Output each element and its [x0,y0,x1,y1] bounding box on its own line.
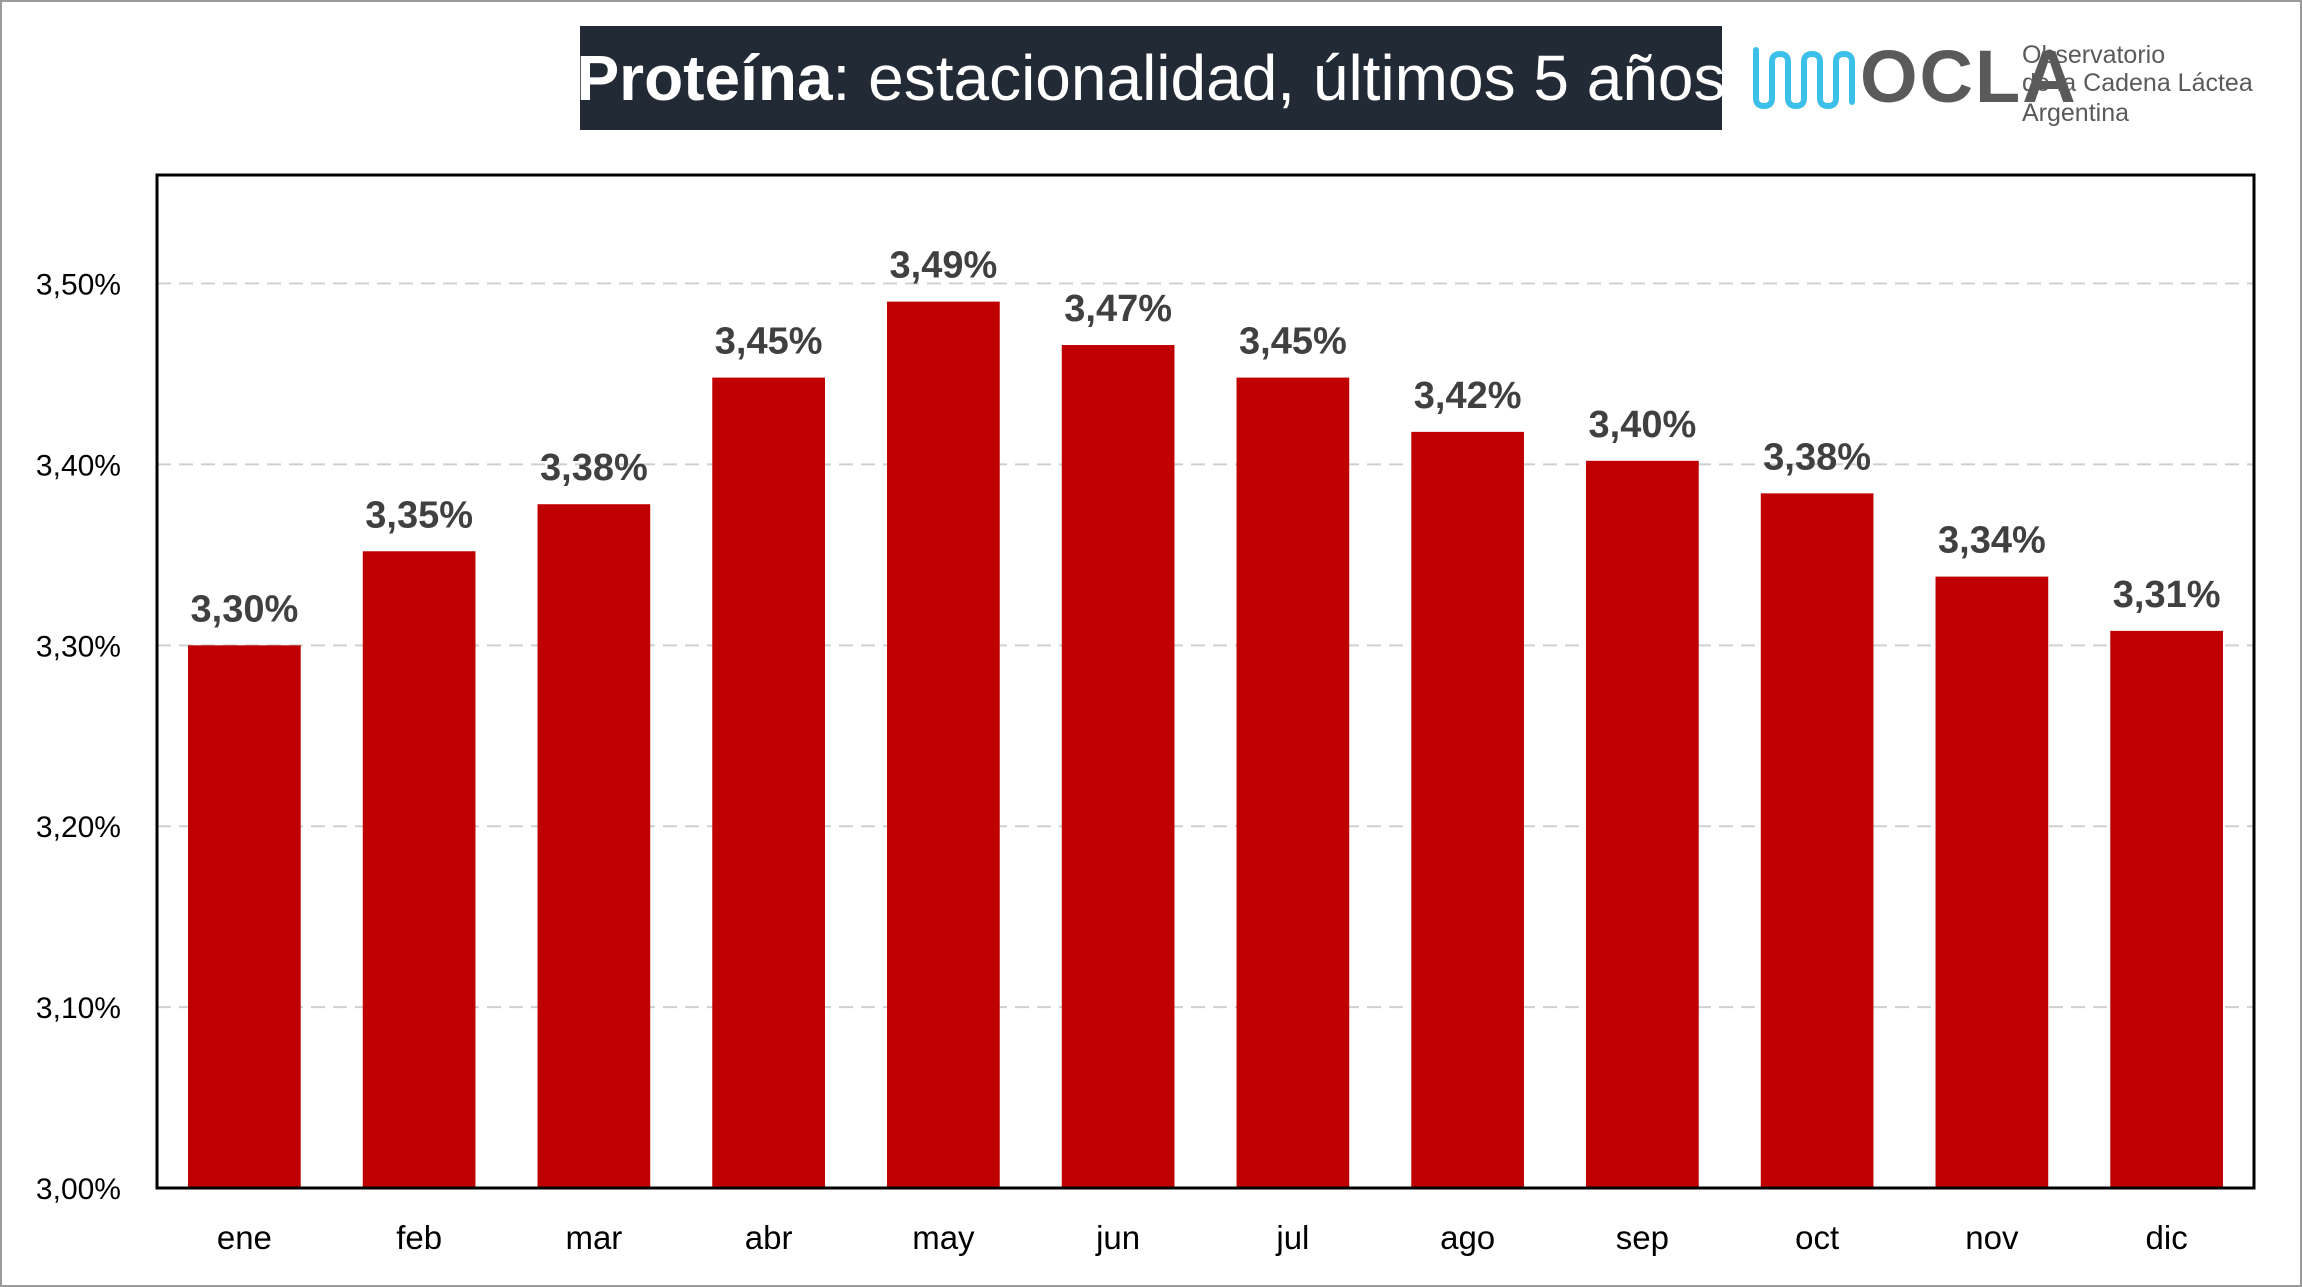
grid-lines [157,282,2254,1009]
x-tick-label-jul: jul [1275,1219,1309,1256]
bar-ago [1411,431,1524,1188]
data-label-sep: 3,40% [1589,404,1697,446]
milk-wave-logo-icon [1753,47,1855,110]
data-label-jul: 3,45% [1239,321,1347,363]
data-label-nov: 3,34% [1938,520,2046,562]
chart-title: Proteína: estacionalidad, últimos 5 años [576,26,1726,130]
chart-title-rest: : estacionalidad, últimos 5 años [832,42,1726,114]
x-tick-label-abr: abr [745,1219,793,1256]
plot-area-border [155,173,2256,1190]
data-label-feb: 3,35% [365,494,473,536]
x-tick-label-nov: nov [1965,1219,2019,1256]
data-label-may: 3,49% [890,245,998,287]
y-tick-label: 3,30% [36,630,121,663]
bar-oct [1760,493,1874,1188]
x-tick-label-jun: jun [1095,1219,1140,1256]
y-tick-label: 3,00% [36,1173,121,1206]
x-tick-label-oct: oct [1795,1219,1839,1256]
x-tick-label-dic: dic [2146,1219,2188,1256]
bar-may [887,301,1000,1188]
data-label-jun: 3,47% [1064,288,1172,330]
bar-jun [1061,345,1175,1188]
bars [188,301,2223,1189]
bar-jul [1236,377,1350,1189]
bar-nov [1935,576,2049,1188]
ocla-logo: OCLA Observatorio de la Cadena Láctea Ar… [1752,34,2253,134]
bar-sep [1586,460,1699,1189]
data-label-ene: 3,30% [191,588,299,630]
data-label-oct: 3,38% [1763,436,1871,478]
y-tick-label: 3,20% [36,811,121,844]
x-tick-label-sep: sep [1616,1219,1669,1256]
data-labels: 3,30% 3,35% 3,38% 3,45% 3,49% 3,47% 3,45% 3,42%… [191,245,2221,631]
logo-wordmark: OCLA [1860,35,2078,118]
data-label-ago: 3,42% [1414,375,1522,417]
bar-abr [712,377,825,1189]
logo-line-3: Argentina [2022,99,2130,127]
bar-dic [2110,630,2223,1188]
logo-line-2: de la Cadena Láctea [2022,69,2253,97]
bar-mar [537,504,651,1189]
x-axis: ene feb mar abr may jun jul ago sep oct nov dic [217,1219,2188,1256]
y-tick-label: 3,50% [36,269,121,302]
y-tick-label: 3,40% [36,449,121,482]
bar-ene [188,645,301,1188]
bar-feb [362,551,476,1188]
y-axis: 3,00% 3,10% 3,20% 3,30% 3,40% 3,50% [36,269,121,1206]
data-label-mar: 3,38% [540,447,648,489]
x-tick-label-ago: ago [1440,1219,1495,1256]
data-label-abr: 3,45% [715,321,823,363]
logo-line-1: Observatorio [2022,41,2166,69]
data-label-dic: 3,31% [2113,574,2221,616]
x-tick-label-ene: ene [217,1219,272,1256]
chart-title-bold: Proteína [576,42,833,114]
y-tick-label: 3,10% [36,992,121,1025]
x-tick-label-may: may [912,1219,975,1256]
x-tick-label-mar: mar [565,1219,622,1256]
x-tick-label-feb: feb [396,1219,442,1256]
